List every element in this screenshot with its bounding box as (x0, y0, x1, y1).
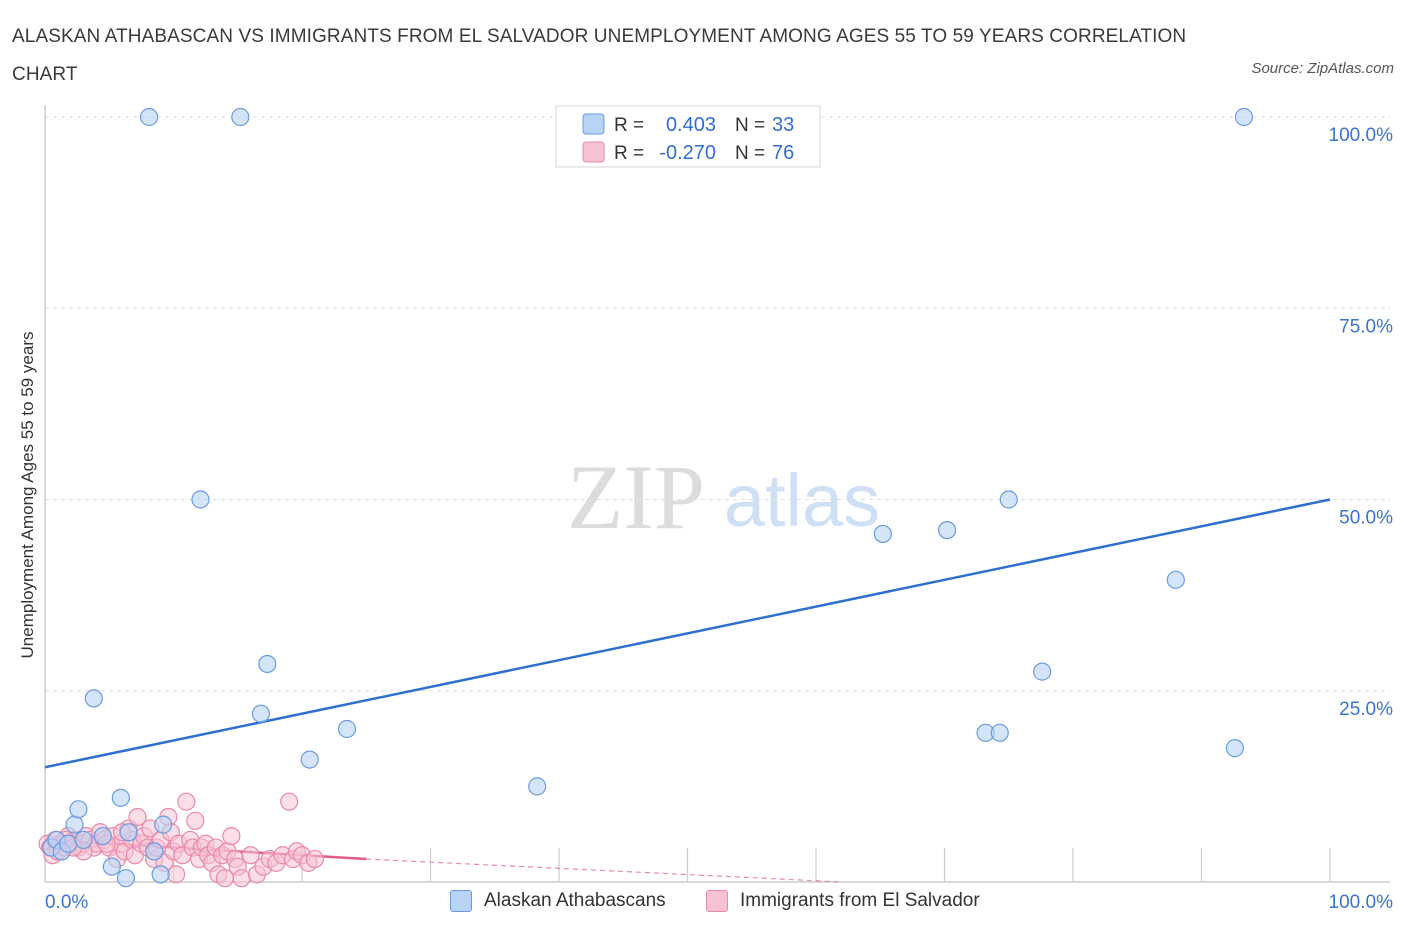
y-axis-label: Unemployment Among Ages 55 to 59 years (18, 332, 37, 659)
bottom-legend: Alaskan Athabascans Immigrants from El S… (0, 890, 1406, 916)
point-series2-41 (177, 792, 196, 811)
point-series1-17 (191, 490, 210, 509)
point-series1-18 (231, 107, 250, 127)
legend-r-label-2: R = (614, 143, 644, 164)
point-series1-6 (74, 830, 93, 850)
point-series1-5 (69, 800, 88, 819)
legend-n-value-2: 76 (772, 142, 794, 164)
point-series2-65 (280, 792, 299, 811)
correlation-legend: R = 0.403 N = 33 R = -0.270 N = 76 (555, 105, 821, 168)
chart-title: ALASKAN ATHABASCAN VS IMMIGRANTS FROM EL… (12, 26, 1187, 85)
point-series1-4 (65, 815, 84, 834)
y-tick-label-75: 75.0% (1339, 316, 1393, 337)
legend-r-label-1: R = (614, 115, 644, 136)
x-tick-label-max: 100.0% (1329, 892, 1394, 913)
point-series1-3 (59, 834, 78, 853)
point-series1-9 (102, 857, 121, 876)
point-series1-14 (145, 842, 164, 861)
y-tick-label-25: 25.0% (1339, 699, 1393, 720)
legend-n-value-1: 33 (772, 114, 794, 136)
bottom-legend-swatch-series1 (450, 890, 472, 912)
x-tick-label-min: 0.0% (45, 892, 88, 913)
point-series1-16 (154, 815, 173, 834)
point-series1-12 (119, 823, 138, 842)
bottom-legend-item-series1: Alaskan Athabascans (450, 890, 666, 912)
point-series1-29 (1033, 662, 1052, 681)
y-tick-label-50: 50.0% (1339, 508, 1393, 529)
legend-swatch-series1 (582, 113, 605, 135)
point-series1-7 (84, 689, 103, 708)
point-series2-59 (241, 846, 260, 865)
legend-r-value-1: 0.403 (666, 114, 716, 136)
legend-n-label-1: N = (735, 115, 765, 136)
bottom-legend-label-series1: Alaskan Athabascans (484, 890, 666, 911)
legend-n-label-2: N = (735, 143, 765, 164)
point-series1-26 (999, 490, 1018, 509)
axes (44, 105, 1390, 883)
watermark-atlas: atlas (724, 459, 880, 542)
point-series1-23 (528, 777, 547, 796)
bottom-legend-label-series2: Immigrants from El Salvador (740, 890, 980, 911)
point-series1-19 (251, 704, 270, 723)
point-series2-38 (166, 865, 186, 884)
point-series1-20 (258, 654, 277, 674)
point-series1-25 (937, 520, 957, 540)
bottom-legend-item-series2: Immigrants from El Salvador (706, 890, 980, 912)
point-series1-32 (1234, 107, 1254, 127)
point-series1-10 (111, 788, 130, 807)
data-points (38, 107, 1254, 888)
point-series2-26 (128, 807, 147, 827)
grid-lines (45, 116, 1390, 692)
legend-swatch-series2 (582, 141, 605, 163)
point-series1-11 (116, 869, 136, 888)
point-series1-15 (151, 865, 170, 884)
point-series1-8 (93, 826, 112, 846)
watermark-zip: ZIP (567, 446, 705, 548)
point-series1-24 (873, 524, 892, 544)
point-series1-13 (139, 107, 159, 127)
legend-r-value-2: -0.270 (659, 142, 716, 164)
source-label: Source: ZipAtlas.com (1251, 60, 1394, 77)
point-series2-70 (305, 849, 324, 869)
point-series1-31 (1225, 739, 1245, 758)
point-series2-58 (232, 869, 251, 888)
tick-labels: 25.0% 50.0% 75.0% 100.0% 0.0% 100.0% (45, 125, 1393, 913)
point-series1-30 (1166, 570, 1185, 589)
point-series1-21 (300, 750, 319, 769)
point-series2-44 (186, 811, 205, 830)
y-tick-label-100: 100.0% (1329, 125, 1394, 146)
point-series1-22 (337, 719, 357, 739)
trend-line-series2-extension (366, 858, 842, 883)
point-series1-28 (990, 723, 1009, 742)
bottom-legend-swatch-series2 (706, 890, 728, 912)
point-series2-55 (222, 826, 241, 846)
